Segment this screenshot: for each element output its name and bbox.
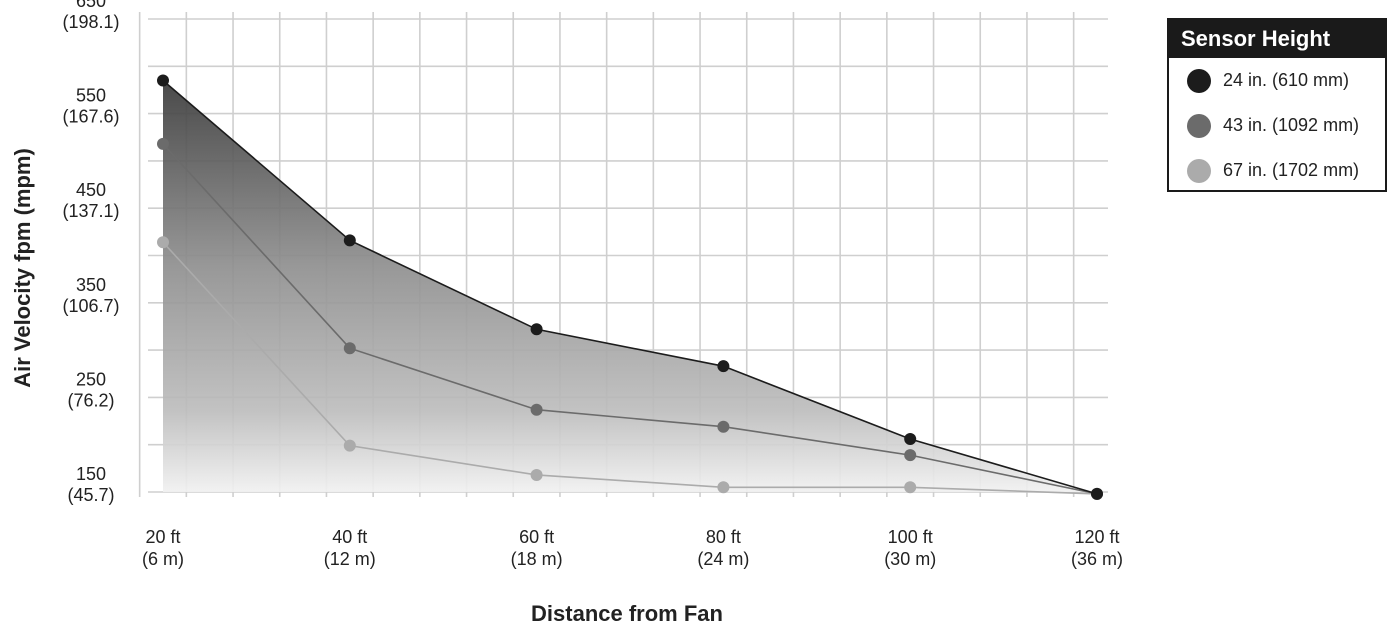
x-tick-labels: 20 ft(6 m) 40 ft(12 m) 60 ft(18 m) 80 ft(24… — [142, 527, 1123, 569]
data-point-67in — [717, 481, 730, 494]
legend-label: 43 in. (1092 mm) — [1223, 115, 1360, 135]
legend-label: 24 in. (610 mm) — [1223, 70, 1350, 90]
x-tick-label: 80 ft — [706, 527, 741, 547]
y-tick-label: 150 — [76, 464, 106, 484]
legend-item: 24 in. (610 mm) — [1169, 58, 1385, 103]
x-tick-label-metric: (12 m) — [324, 549, 376, 569]
data-point-43in — [904, 449, 917, 462]
data-point-24in — [157, 74, 169, 87]
series-line-43in — [162, 143, 1098, 495]
y-tick-label: 650 — [76, 0, 106, 11]
data-point-43in — [343, 342, 356, 355]
data-point-67in — [157, 236, 169, 249]
y-tick-label-metric: (167.6) — [62, 107, 119, 127]
data-point-67in — [530, 468, 543, 481]
y-tick-label: 250 — [76, 369, 106, 389]
y-axis-title: Air Velocity fpm (mpm) — [10, 148, 35, 388]
x-tick-label-metric: (36 m) — [1071, 549, 1123, 569]
data-point-43in — [530, 403, 543, 416]
y-tick-labels: 150(45.7) 250(76.2) 350(106.7) 450(137.1) 55… — [62, 0, 119, 505]
data-point-43in — [157, 137, 169, 150]
series-line-67in — [162, 241, 1098, 495]
data-point-67in — [904, 481, 917, 494]
y-tick-label: 550 — [76, 86, 106, 106]
legend-item: 43 in. (1092 mm) — [1169, 103, 1385, 148]
data-point-43in — [717, 420, 730, 433]
y-tick-label-metric: (76.2) — [67, 390, 114, 410]
legend-item: 67 in. (1702 mm) — [1169, 148, 1385, 193]
y-tick-label-metric: (137.1) — [62, 201, 119, 221]
x-tick-label: 120 ft — [1074, 527, 1119, 547]
legend-swatch-icon — [1187, 158, 1211, 183]
series-line-24in — [162, 79, 1098, 495]
data-point-24in — [717, 360, 730, 373]
legend-items: 24 in. (610 mm) 43 in. (1092 mm) 67 in. (1… — [1169, 58, 1385, 193]
x-tick-label-metric: (6 m) — [142, 549, 184, 569]
legend-title: Sensor Height — [1169, 20, 1385, 58]
legend: Sensor Height 24 in. (610 mm) 43 in. (109… — [1167, 18, 1387, 192]
y-tick-label-metric: (45.7) — [67, 485, 114, 505]
y-tick-label-metric: (106.7) — [62, 296, 119, 316]
x-tick-label: 100 ft — [888, 527, 933, 547]
y-tick-label: 350 — [76, 275, 106, 295]
y-tick-label: 450 — [76, 180, 106, 200]
x-tick-label-metric: (30 m) — [884, 549, 936, 569]
y-tick-label-metric: (198.1) — [62, 12, 119, 32]
x-tick-label: 40 ft — [332, 527, 367, 547]
series-group — [157, 74, 1103, 500]
data-point-24in — [1091, 487, 1103, 500]
data-point-24in — [904, 433, 917, 446]
legend-swatch-icon — [1187, 113, 1211, 138]
area-fill — [163, 80, 1097, 494]
legend-label: 67 in. (1702 mm) — [1223, 160, 1360, 180]
data-point-24in — [530, 323, 543, 336]
data-point-24in — [343, 234, 356, 247]
x-axis-title: Distance from Fan — [531, 601, 723, 626]
x-tick-label-metric: (18 m) — [511, 549, 563, 569]
x-tick-label: 60 ft — [519, 527, 554, 547]
x-tick-label-metric: (24 m) — [697, 549, 749, 569]
x-tick-label: 20 ft — [145, 527, 180, 547]
data-point-67in — [343, 439, 356, 452]
legend-swatch-icon — [1187, 68, 1211, 93]
area-under-24in — [163, 80, 1097, 494]
